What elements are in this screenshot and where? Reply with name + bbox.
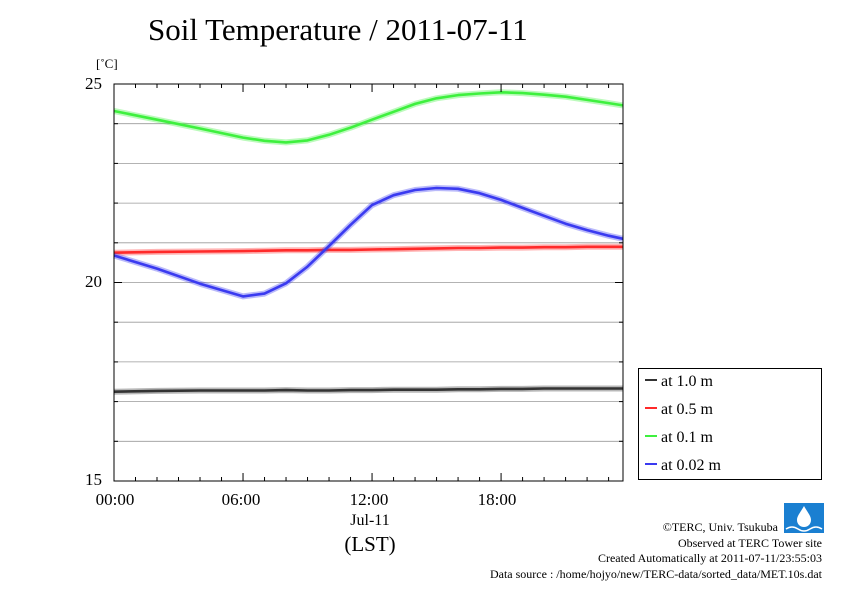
x-axis-label: (LST) <box>344 532 396 556</box>
chart-title: Soil Temperature / 2011-07-11 <box>148 12 528 47</box>
series-line <box>113 91 624 144</box>
series-layer <box>113 89 624 395</box>
created-text: Created Automatically at 2011-07-11/23:5… <box>597 551 822 565</box>
x-date-label: Jul-11 <box>350 512 390 529</box>
copyright-text: ©TERC, Univ. Tsukuba <box>662 520 778 534</box>
axis-ticks <box>113 83 623 482</box>
legend-label: at 0.02 m <box>661 457 721 474</box>
series-line <box>113 245 623 254</box>
credits: ©TERC, Univ. Tsukuba Observed at TERC To… <box>490 520 822 582</box>
x-tick-label: 12:00 <box>349 490 389 509</box>
y-tick-label: 25 <box>85 74 102 93</box>
legend-swatch <box>645 379 657 382</box>
series-scatter-band <box>113 89 624 146</box>
x-tick-label: 06:00 <box>221 490 261 509</box>
y-tick-label: 15 <box>85 470 102 489</box>
terc-water-drop-logo <box>784 503 824 533</box>
observed-text: Observed at TERC Tower site <box>677 535 822 550</box>
source-text: Data source : /home/hojyo/new/TERC-data/… <box>489 566 822 581</box>
y-axis-unit: [˚C] <box>96 56 118 71</box>
legend-label: at 1.0 m <box>661 373 713 390</box>
series-line <box>113 387 623 393</box>
legend-swatch <box>645 435 657 438</box>
legend-item: at 0.5 m <box>645 401 713 421</box>
legend: at 1.0 m at 0.5 m at 0.1 m at 0.02 m <box>638 368 822 480</box>
legend-label: at 0.1 m <box>661 429 713 446</box>
series-line <box>113 186 624 298</box>
legend-swatch <box>645 407 657 410</box>
x-tick-label: 00:00 <box>95 490 135 509</box>
x-tick-label: 18:00 <box>477 490 517 509</box>
legend-item: at 0.02 m <box>645 457 721 477</box>
legend-item: at 1.0 m <box>645 373 713 393</box>
legend-item: at 0.1 m <box>645 429 713 449</box>
y-tick-label: 20 <box>85 272 102 291</box>
legend-label: at 0.5 m <box>661 401 713 418</box>
legend-swatch <box>645 463 657 466</box>
